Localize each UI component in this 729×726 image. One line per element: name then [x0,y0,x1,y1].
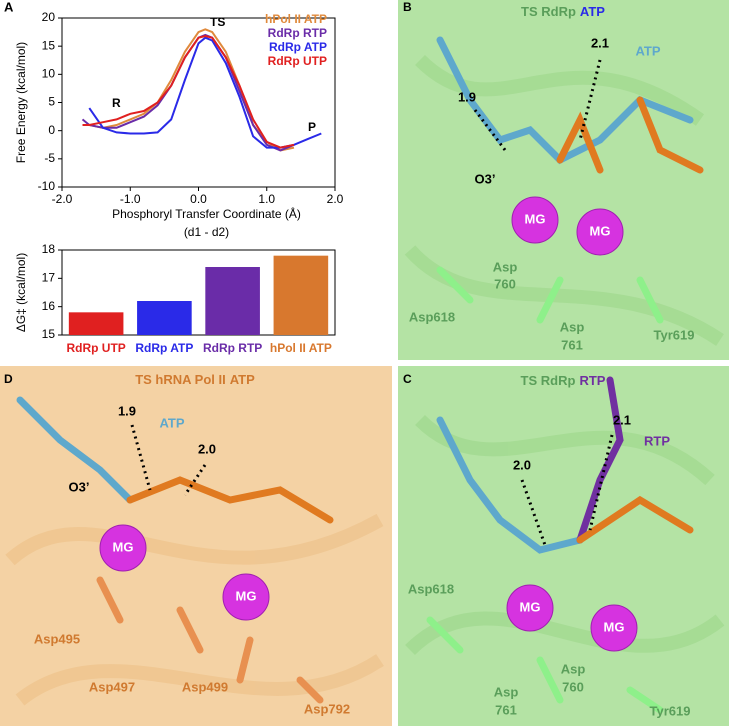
structure-label: O3’ [475,171,496,186]
x-axis-note: (d1 - d2) [184,225,229,239]
y-tick-label: -5 [44,151,55,165]
x-tick-label: RdRp RTP [203,341,262,355]
legend-entry: RdRp RTP [268,26,327,40]
y-tick-label: 18 [42,242,56,256]
y-tick-label: 10 [42,67,56,81]
magnesium-ion [511,196,559,244]
y-tick-label: -10 [38,179,56,193]
structure-label: Asp [493,259,518,274]
structure-label: Asp792 [304,701,350,716]
structure-label: 2.1 [613,412,631,427]
structure-label: 2.0 [513,457,531,472]
structure-label: Tyr619 [654,327,695,342]
structure-label: 1.9 [458,89,476,104]
x-tick-label: 1.0 [258,192,275,206]
structure-label: Asp [561,661,586,676]
panel-letter: A [4,0,14,14]
title-part: RTP [579,373,605,388]
magnesium-ion [576,208,624,256]
structure-label: MG [520,599,541,614]
structure-label: 760 [494,276,516,291]
structure-label: ATP [635,43,660,58]
magnesium-ion [99,524,147,572]
title-part: ATP [230,372,255,387]
y-axis-label: ΔG‡ (kcal/mol) [14,253,28,332]
structure-label: 2.0 [198,441,216,456]
legend-entry: RdRp ATP [269,40,327,54]
structure-label: 761 [561,337,583,352]
structure-label: Asp [560,319,585,334]
structure-label: O3’ [69,479,90,494]
structure-label: Asp499 [182,679,228,694]
plot-frame [61,249,336,336]
x-tick-label: -1.0 [120,192,141,206]
y-tick-label: 15 [42,38,56,52]
curve-annotation: TS [210,15,225,29]
distance-lines [130,59,614,546]
energy-curve [82,34,295,149]
curve-annotation: P [308,120,316,134]
bar [205,267,260,335]
structure-label: Asp495 [34,631,80,646]
bar [273,255,329,335]
ligand-sticks [16,36,704,714]
bar [137,301,192,335]
x-axis-label: Phosphoryl Transfer Coordinate (Å) [112,206,301,221]
panel-letter: C [403,372,412,386]
panel-title: TS RdRp ATP [521,4,605,19]
structure-label: MG [236,588,257,603]
title-part: TS RdRp [521,373,576,388]
y-tick-label: 0 [48,123,55,137]
structure-label: Asp [494,684,519,699]
curve-annotation: R [112,96,121,110]
magnesium-ion [590,604,638,652]
y-tick-label: 16 [42,299,56,313]
structure-label: MG [590,223,611,238]
structure-label: Asp618 [408,581,454,596]
structure-label: MG [604,619,625,634]
magnesium-ion [506,584,554,632]
structure-label: 760 [562,679,584,694]
title-part: TS hRNA Pol II [135,372,226,387]
structure-label: 2.1 [591,35,609,50]
structure-label: Tyr619 [650,703,691,718]
structure-label: ATP [159,415,184,430]
x-tick-label: RdRp ATP [135,341,193,355]
y-tick-label: 20 [42,10,56,24]
structure-label: RTP [644,433,670,448]
legend-entry: RdRp UTP [268,54,327,68]
title-part: TS RdRp [521,4,576,19]
structure-label: 1.9 [118,403,136,418]
bar [68,312,124,335]
panel-d-image [0,366,392,726]
structure-label: Asp618 [409,309,455,324]
y-tick-label: 17 [42,271,56,285]
structure-label: MG [525,211,546,226]
y-tick-label: 5 [48,95,55,109]
magnesium-ion [222,573,270,621]
x-tick-label: 0.0 [190,192,207,206]
y-axis-label: Free Energy (kcal/mol) [14,42,28,163]
legend-entry: hPol II ATP [265,12,327,26]
y-tick-label: 15 [42,327,56,341]
x-tick-label: 2.0 [327,192,344,206]
x-tick-label: hPol II ATP [270,341,332,355]
panel-title: TS RdRp RTP [521,373,606,388]
structure-label: 761 [495,702,517,717]
x-tick-label: RdRp UTP [66,341,125,355]
panel-title: TS hRNA Pol II ATP [135,372,255,387]
title-part: ATP [580,4,605,19]
structure-label: MG [113,539,134,554]
panel-letter: B [403,0,412,14]
panel-letter: D [4,372,13,386]
x-tick-label: -2.0 [52,192,73,206]
structure-label: Asp497 [89,679,135,694]
